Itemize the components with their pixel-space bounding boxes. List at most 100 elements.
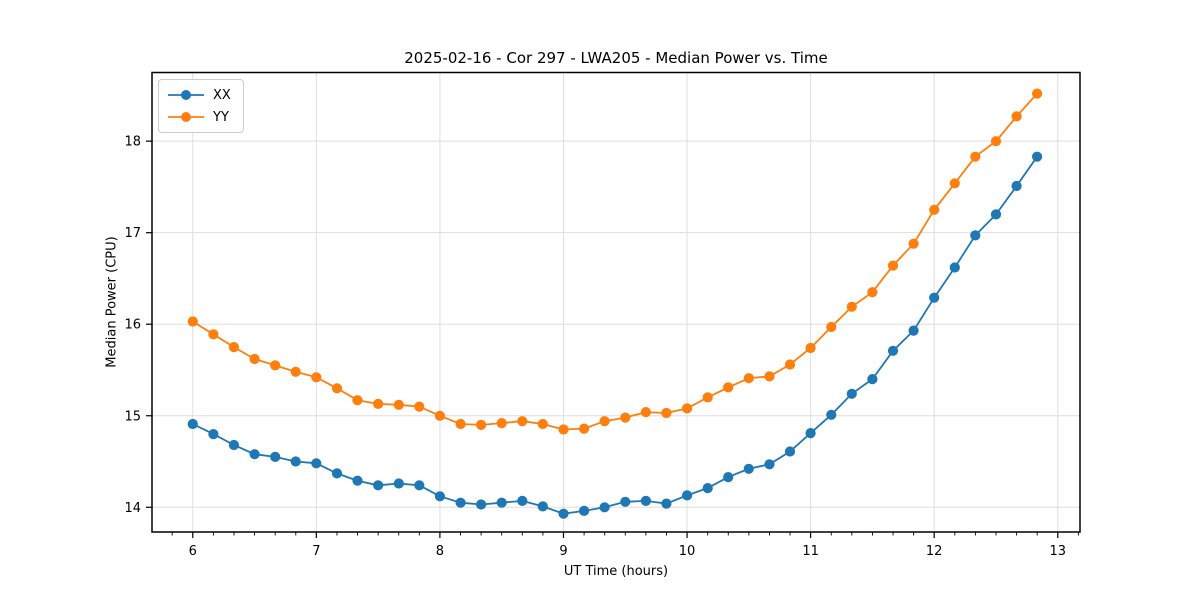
data-point-XX [1032, 151, 1043, 162]
data-point-XX [970, 230, 981, 241]
data-point-YY [331, 383, 343, 394]
data-point-YY [1011, 111, 1022, 122]
data-point-XX [517, 495, 528, 506]
data-point-YY [867, 287, 878, 298]
data-point-XX [496, 497, 507, 508]
data-point-XX [393, 478, 404, 489]
x-axis-label: UT Time (hours) [563, 564, 669, 579]
data-point-XX [331, 468, 343, 479]
tick-labels: 6 7 8 9 10 11 12 13 14 15 16 17 18 [124, 135, 1066, 559]
data-point-XX [414, 480, 425, 491]
data-point-XX [311, 458, 322, 469]
data-point-XX [723, 472, 734, 483]
data-point-XX [620, 496, 631, 507]
data-point-XX [990, 209, 1002, 220]
data-point-YY [270, 360, 281, 371]
data-point-YY [640, 407, 652, 418]
data-point-XX [743, 463, 754, 474]
chart-title: 2025-02-16 - Cor 297 - LWA205 - Median P… [404, 49, 828, 67]
data-point-XX [867, 374, 878, 385]
legend-label: XX [213, 87, 231, 103]
legend-marker-icon [168, 112, 204, 122]
data-point-XX [599, 502, 610, 513]
x-tick-label-12: 12 [926, 544, 943, 559]
legend-label: YY [213, 109, 229, 125]
data-point-YY [187, 316, 198, 327]
data-point-YY [228, 342, 239, 353]
data-point-XX [661, 498, 672, 509]
data-point-XX [846, 388, 857, 399]
legend-item-YY[interactable]: YY [167, 107, 231, 127]
data-point-XX [434, 491, 445, 502]
data-point-YY [414, 401, 425, 412]
data-point-XX [187, 418, 198, 430]
data-point-XX [702, 483, 713, 494]
data-point-YY [455, 418, 466, 430]
data-point-XX [579, 505, 590, 516]
data-point-XX [476, 499, 487, 510]
series-YY [187, 88, 1043, 435]
data-point-YY [702, 392, 713, 403]
data-point-YY [784, 359, 796, 370]
data-point-YY [599, 416, 610, 427]
data-point-YY [887, 260, 899, 271]
data-point-XX [537, 501, 548, 512]
data-point-YY [517, 416, 528, 427]
x-tick-label-13: 13 [1049, 544, 1066, 559]
data-point-XX [455, 497, 466, 508]
data-point-XX [764, 459, 775, 470]
data-point-XX [682, 490, 693, 501]
data-point-YY [929, 204, 940, 215]
data-point-XX [640, 495, 652, 506]
data-point-YY [311, 372, 322, 383]
data-point-YY [579, 423, 590, 434]
x-tick-label-11: 11 [802, 544, 819, 559]
data-point-XX [249, 449, 260, 460]
data-point-XX [558, 508, 569, 519]
data-point-XX [352, 475, 363, 486]
data-point-XX [887, 345, 899, 356]
data-point-YY [373, 398, 384, 409]
data-point-YY [805, 342, 816, 354]
data-point-XX [270, 451, 281, 462]
data-point-XX [908, 325, 919, 336]
data-point-XX [373, 480, 384, 491]
data-point-YY [434, 410, 445, 421]
data-point-YY [352, 395, 363, 406]
data-point-XX [826, 409, 837, 420]
data-point-YY [908, 238, 919, 249]
data-point-YY [970, 151, 981, 162]
tick-marks [146, 140, 1059, 538]
x-tick-label-9: 9 [559, 544, 567, 559]
series-XX [187, 151, 1043, 519]
data-point-YY [846, 301, 857, 312]
legend-marker-icon [168, 90, 204, 100]
y-tick-label-14: 14 [124, 501, 141, 516]
data-point-XX [228, 439, 239, 451]
x-tick-label-6: 6 [189, 544, 197, 559]
data-point-XX [949, 262, 960, 273]
data-point-XX [784, 446, 796, 457]
x-minor-ticks [171, 532, 1079, 536]
data-point-YY [723, 382, 734, 393]
data-point-YY [949, 178, 960, 189]
data-point-YY [537, 418, 548, 430]
y-tick-label-18: 18 [124, 135, 141, 150]
data-point-YY [620, 412, 631, 423]
legend-item-XX[interactable]: XX [167, 85, 231, 105]
data-point-YY [826, 321, 837, 333]
data-point-YY [496, 418, 507, 429]
data-point-YY [1032, 88, 1043, 99]
y-axis-label: Median Power (CPU) [104, 236, 120, 368]
x-tick-label-7: 7 [312, 544, 320, 559]
data-point-YY [661, 407, 672, 419]
data-point-XX [929, 292, 940, 303]
data-point-YY [290, 366, 301, 377]
x-tick-label-10: 10 [679, 544, 696, 559]
gridlines [152, 72, 1080, 532]
data-point-XX [1011, 180, 1022, 192]
legend: XX YY [158, 79, 244, 133]
data-point-YY [743, 373, 754, 384]
